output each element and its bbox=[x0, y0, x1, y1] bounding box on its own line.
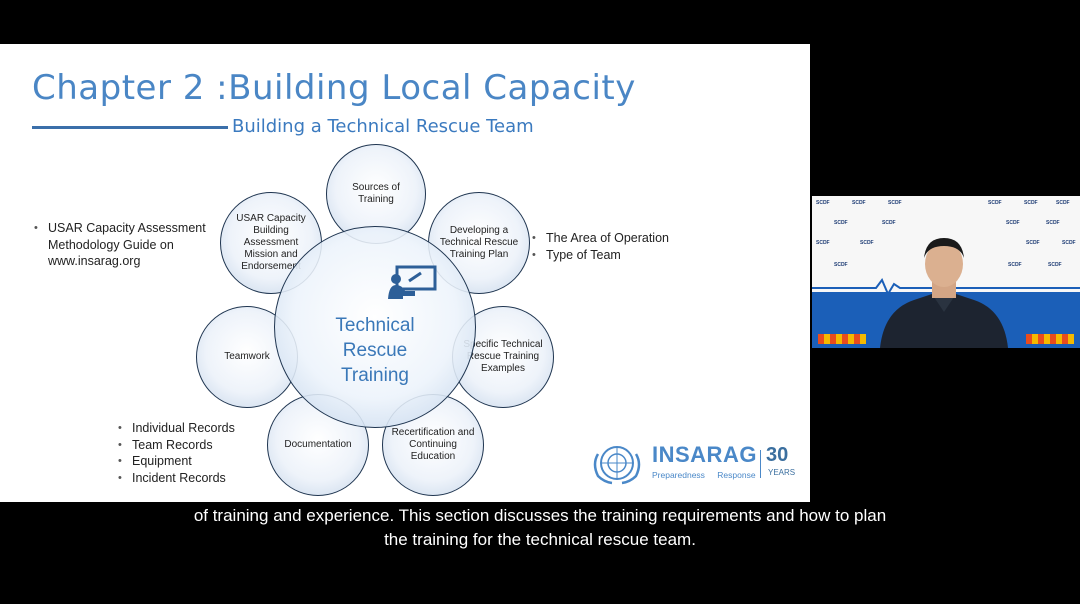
backdrop-logo: SCDF bbox=[1026, 240, 1040, 246]
slide-subtitle: Building a Technical Rescue Team bbox=[232, 116, 534, 137]
circle-label: USAR Capacity Building Assessment Missio… bbox=[236, 213, 306, 272]
backdrop-logo: SCDF bbox=[834, 220, 848, 226]
bottom-bullet-list: Individual Records Team Records Equipmen… bbox=[118, 420, 268, 486]
logo-divider bbox=[760, 450, 761, 478]
backdrop-logo: SCDF bbox=[1056, 200, 1070, 206]
center-circle: Technical Rescue Training bbox=[274, 226, 476, 428]
slide-title: Chapter 2 :Building Local Capacity bbox=[32, 68, 636, 108]
bullet-item: Incident Records bbox=[118, 470, 268, 487]
circle-training-plan: Developing a Technical Rescue Training P… bbox=[428, 192, 530, 294]
logo-name: INSARAG bbox=[652, 442, 757, 467]
circle-label: Recertification and Continuing Education bbox=[391, 427, 475, 462]
bullet-item: Type of Team bbox=[532, 247, 712, 264]
bullet-item: Individual Records bbox=[118, 420, 268, 437]
backdrop-logo: SCDF bbox=[1046, 220, 1060, 226]
caption-line: the training for the technical rescue te… bbox=[384, 530, 696, 549]
circle-label: Teamwork bbox=[224, 351, 270, 362]
backdrop-logo: SCDF bbox=[882, 220, 896, 226]
bullet-item: Equipment bbox=[118, 453, 268, 470]
backdrop-logo: SCDF bbox=[852, 200, 866, 206]
anniversary-label: YEARS bbox=[768, 468, 796, 477]
logo-tagline: Preparedness Response bbox=[652, 470, 766, 480]
left-bullet-list: USAR Capacity Assessment Methodology Gui… bbox=[34, 220, 224, 270]
insarag-logo: INSARAG Preparedness Response 30 YEARS bbox=[590, 440, 802, 486]
left-stripe bbox=[818, 334, 866, 344]
backdrop-logo: SCDF bbox=[1024, 200, 1038, 206]
backdrop-logo: SCDF bbox=[1062, 240, 1076, 246]
right-stripe bbox=[1026, 334, 1074, 344]
presentation-slide: Chapter 2 :Building Local Capacity Build… bbox=[0, 44, 810, 502]
bullet-item: Team Records bbox=[118, 437, 268, 454]
bullet-item: The Area of Operation bbox=[532, 230, 712, 247]
circle-label: Sources of Training bbox=[352, 182, 400, 205]
caption-line: of training and experience. This section… bbox=[193, 506, 887, 525]
circle-label: Specific Technical Rescue Training Examp… bbox=[463, 339, 543, 374]
presentation-board-icon bbox=[388, 265, 437, 299]
backdrop-logo: SCDF bbox=[860, 240, 874, 246]
backdrop-logo: SCDF bbox=[816, 200, 830, 206]
backdrop-logo: SCDF bbox=[988, 200, 1002, 206]
backdrop-logo: SCDF bbox=[1048, 262, 1062, 268]
anniversary-number: 30 bbox=[766, 444, 789, 466]
tagline-right: Response bbox=[717, 470, 756, 480]
bullet-item: USAR Capacity Assessment Methodology Gui… bbox=[34, 220, 224, 270]
right-bullet-list: The Area of Operation Type of Team bbox=[532, 230, 712, 263]
circle-label: Developing a Technical Rescue Training P… bbox=[439, 225, 519, 260]
circle-label: Documentation bbox=[284, 439, 352, 450]
title-underline bbox=[32, 126, 228, 129]
presenter-video[interactable]: SCDF SCDF SCDF SCDF SCDF SCDF SCDF SCDF … bbox=[812, 196, 1080, 348]
backdrop-logo: SCDF bbox=[888, 200, 902, 206]
tagline-left: Preparedness bbox=[652, 470, 705, 480]
center-label: Technical Rescue Training bbox=[335, 315, 415, 386]
training-diagram: Sources of Training Developing a Technic… bbox=[0, 44, 810, 502]
presenter-figure bbox=[880, 238, 1008, 348]
backdrop-logo: SCDF bbox=[834, 262, 848, 268]
backdrop-logo: SCDF bbox=[816, 240, 830, 246]
un-emblem-icon bbox=[593, 446, 641, 485]
caption-overlay: of training and experience. This section… bbox=[0, 504, 1080, 552]
backdrop-logo: SCDF bbox=[1006, 220, 1020, 226]
backdrop-logo: SCDF bbox=[1008, 262, 1022, 268]
